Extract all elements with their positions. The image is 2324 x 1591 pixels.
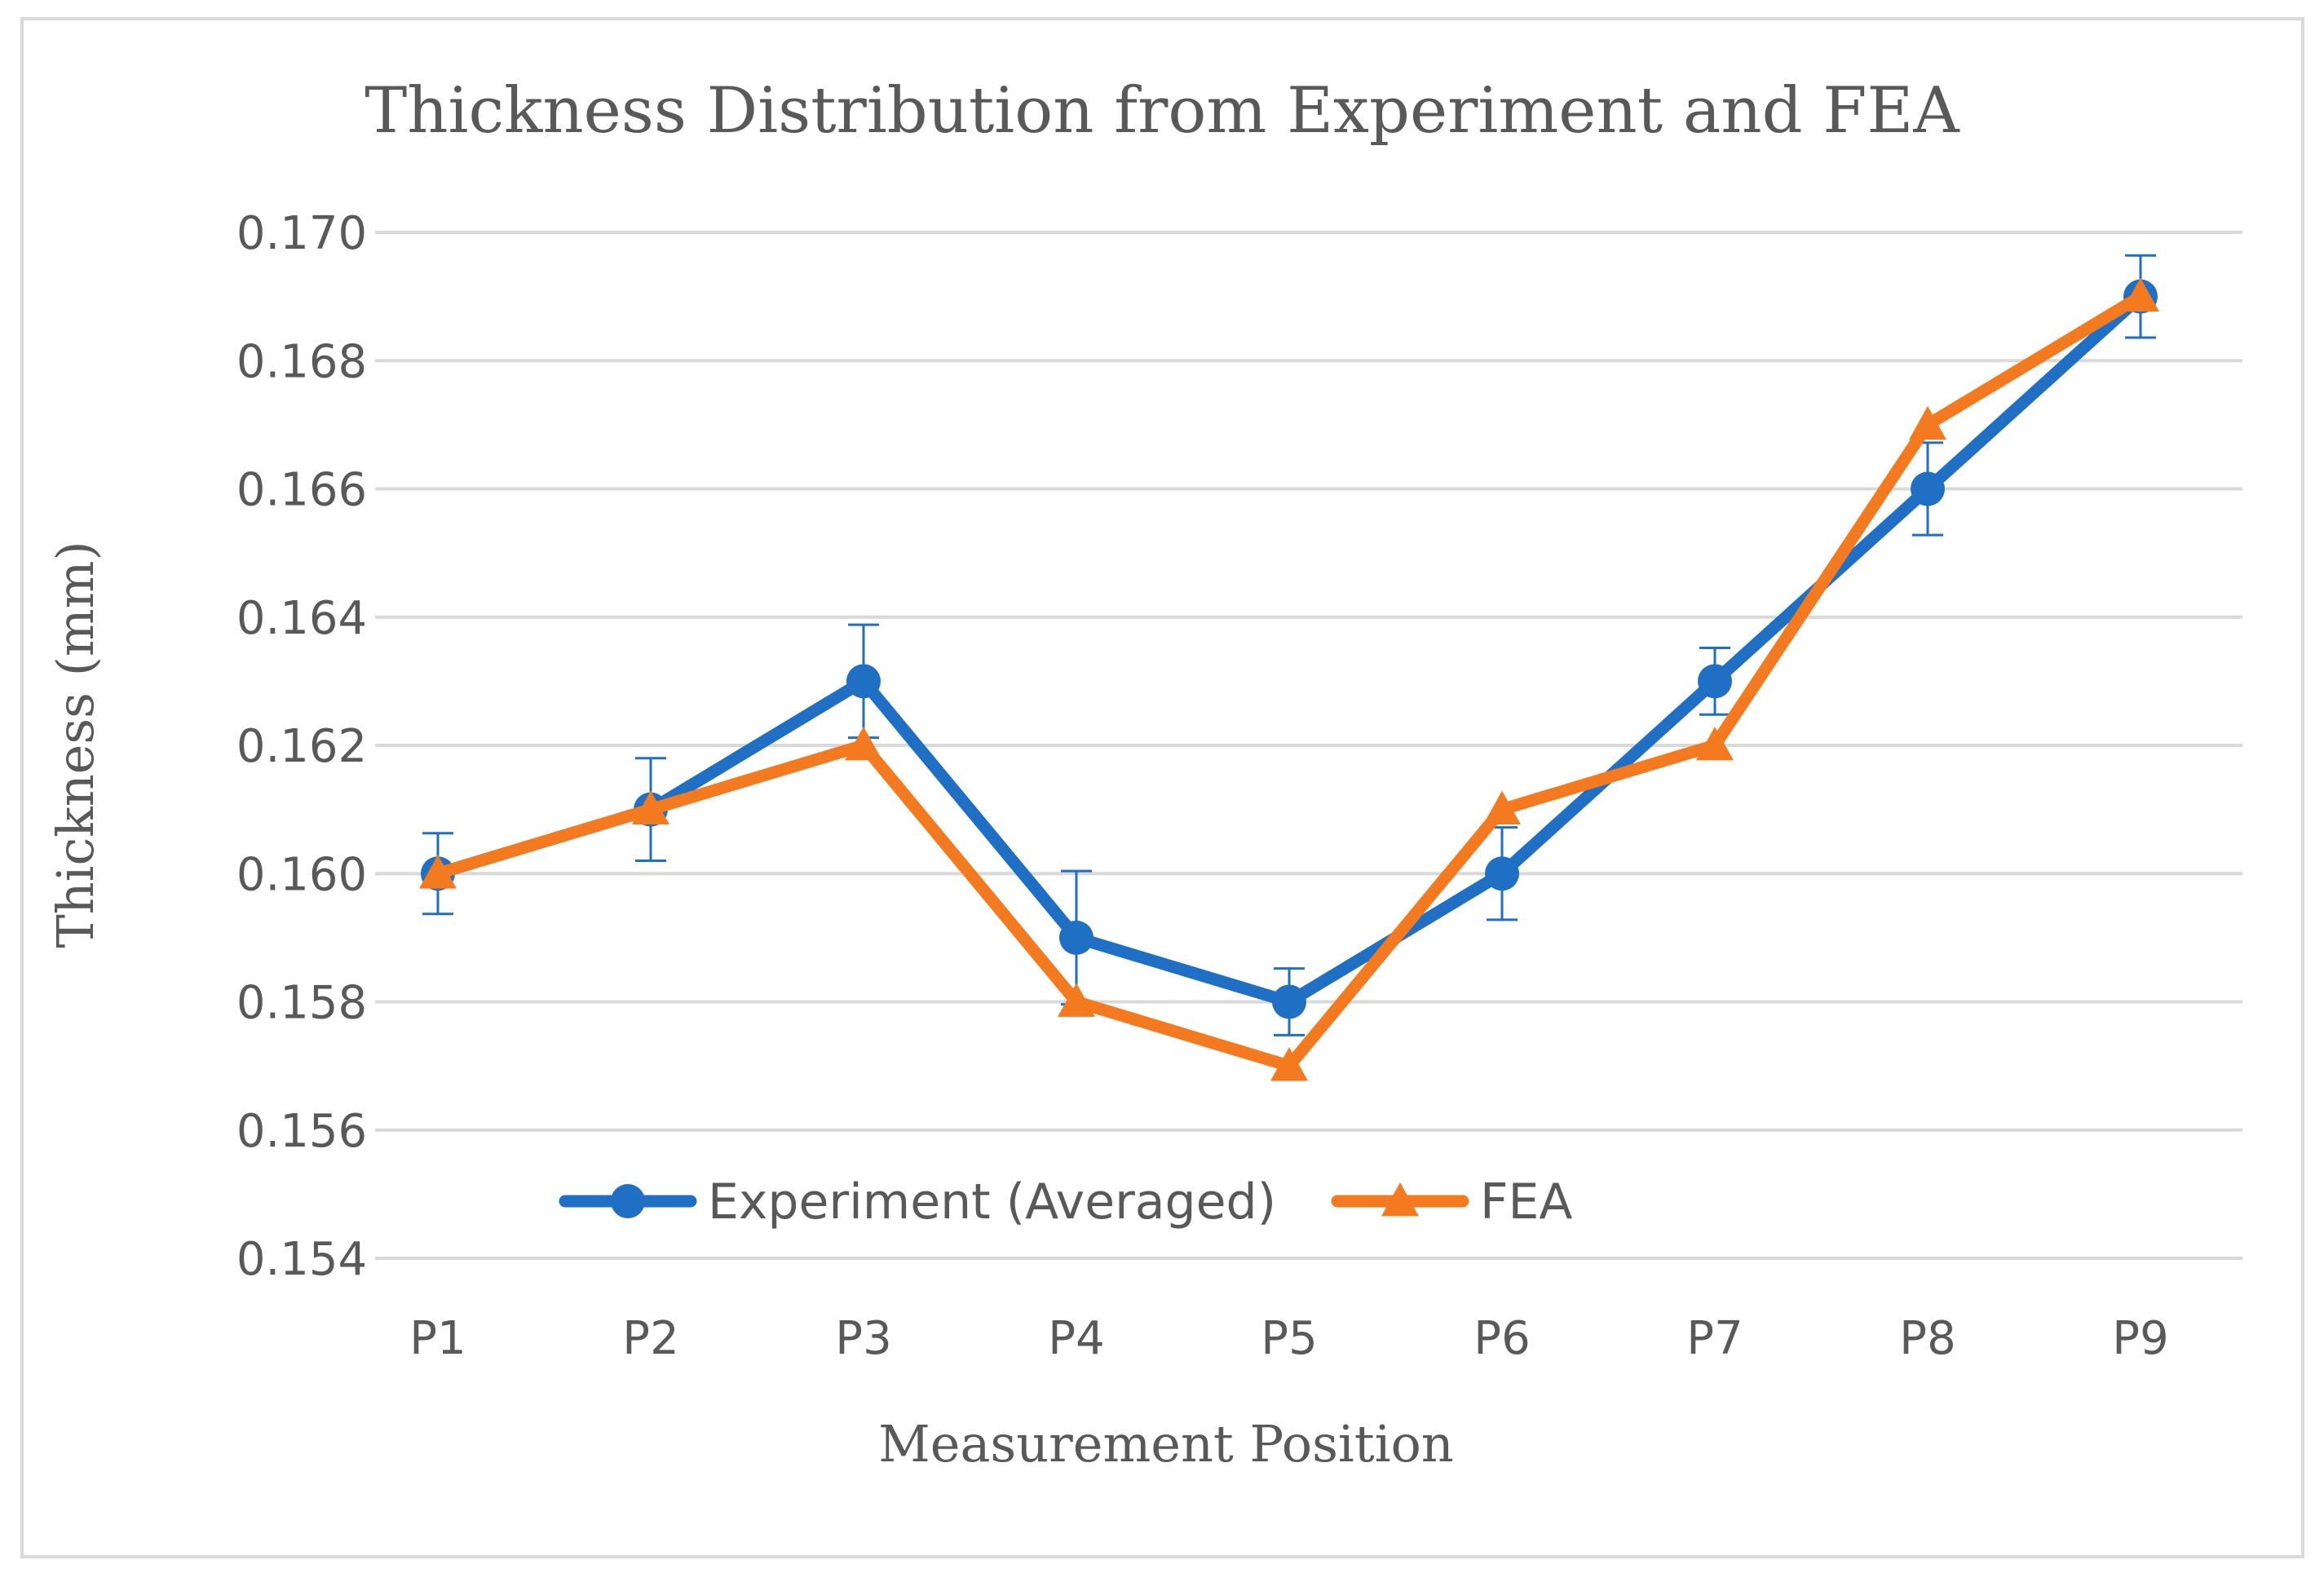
experiment-point-P7 <box>1698 664 1732 699</box>
fea-point-P6 <box>1483 790 1521 825</box>
x-axis-ticks: P1 P2 P3 P4 P5 P6 P7 P8 P9 <box>409 1312 2168 1365</box>
legend-marker-experiment <box>611 1184 645 1218</box>
fea-point-P7 <box>1696 727 1734 761</box>
y-tick-label-0: 0.154 <box>236 1233 367 1286</box>
x-tick-label-8: P9 <box>2112 1312 2168 1365</box>
experiment-point-P5 <box>1272 984 1306 1019</box>
fea-point-P9 <box>2122 277 2159 312</box>
y-tick-label-2: 0.158 <box>236 977 367 1030</box>
gridlines <box>375 231 2242 1260</box>
series-line-fea <box>431 290 2147 1072</box>
series-line-experiment <box>431 290 2147 1008</box>
y-tick-label-1: 0.156 <box>236 1105 367 1158</box>
fea-point-P5 <box>1270 1047 1308 1081</box>
legend-marker-fea <box>1381 1182 1419 1217</box>
y-tick-label-6: 0.166 <box>236 464 367 517</box>
x-axis-title: Measurement Position <box>878 1414 1453 1474</box>
legend-label-fea: FEA <box>1480 1173 1572 1231</box>
experiment-point-P4 <box>1059 920 1094 955</box>
experiment-point-P6 <box>1485 856 1519 891</box>
x-tick-label-0: P1 <box>409 1312 466 1365</box>
y-axis-title: Thickness (mm) <box>46 541 105 948</box>
y-tick-label-5: 0.164 <box>236 592 367 645</box>
y-tick-label-8: 0.170 <box>236 207 367 260</box>
y-axis-ticks: 0.154 0.156 0.158 0.160 0.162 0.164 0.166 0.168… <box>236 207 367 1286</box>
chart-frame <box>20 17 2304 1558</box>
x-tick-label-5: P6 <box>1473 1312 1530 1365</box>
legend: Experiment (Averaged) FEA <box>559 1173 1572 1231</box>
chart-title: Thickness Distribution from Experiment a… <box>365 74 1960 148</box>
fea-point-P1 <box>419 855 457 889</box>
x-tick-label-7: P8 <box>1899 1312 1955 1365</box>
y-tick-label-3: 0.160 <box>236 848 367 901</box>
x-tick-label-1: P2 <box>622 1312 678 1365</box>
experiment-point-P8 <box>1911 471 1945 506</box>
legend-label-experiment: Experiment (Averaged) <box>708 1173 1276 1231</box>
data-series <box>419 254 2159 1081</box>
x-tick-label-6: P7 <box>1686 1312 1743 1365</box>
fea-point-P3 <box>845 727 882 761</box>
fea-point-P2 <box>632 790 669 825</box>
x-tick-label-4: P5 <box>1261 1312 1317 1365</box>
fea-point-P4 <box>1058 983 1095 1017</box>
fea-point-P8 <box>1909 405 1946 440</box>
experiment-point-P3 <box>846 664 881 699</box>
y-tick-label-7: 0.168 <box>236 335 367 388</box>
y-tick-label-4: 0.162 <box>236 720 367 773</box>
x-tick-label-2: P3 <box>835 1312 891 1365</box>
x-tick-label-3: P4 <box>1048 1312 1104 1365</box>
